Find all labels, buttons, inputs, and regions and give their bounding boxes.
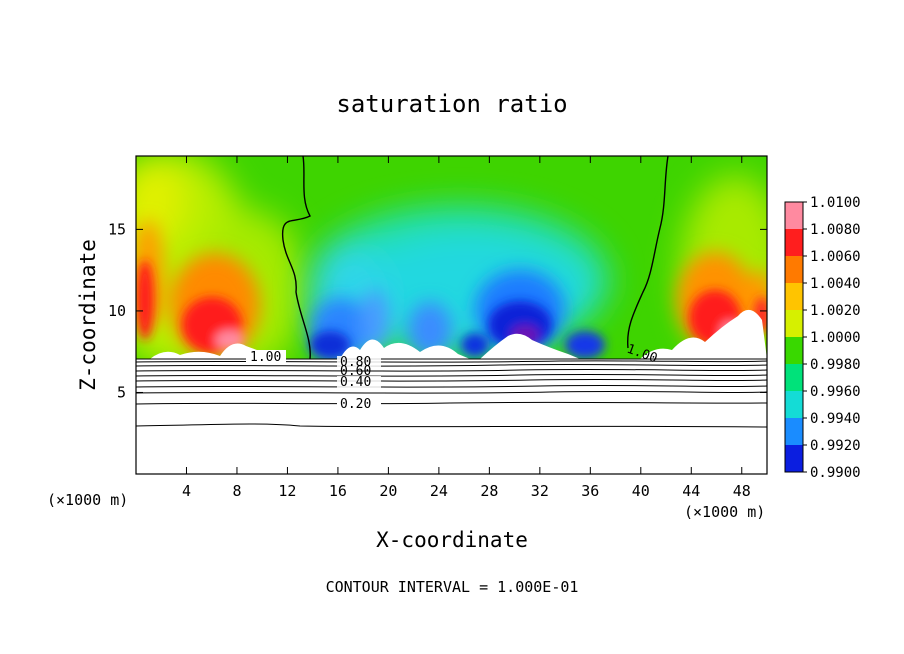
y-axis: 5 10 15 — [108, 220, 767, 401]
x-tick-label: 16 — [329, 482, 347, 500]
colorbar-label: 0.9980 — [810, 357, 861, 373]
y-tick-label: 10 — [108, 302, 126, 320]
colorbar-swatch — [785, 202, 803, 230]
x-unit-right: (×1000 m) — [684, 503, 765, 521]
contour-label: 0.80 — [340, 355, 371, 370]
colorbar-swatch — [785, 445, 803, 473]
x-tick-label: 36 — [581, 482, 599, 500]
red-zone — [136, 260, 767, 353]
contour-line-right — [627, 156, 669, 349]
colorbar-label: 1.0040 — [810, 276, 861, 292]
chart-title: saturation ratio — [336, 90, 567, 118]
colorbar-swatch — [785, 283, 803, 311]
white-pockets — [150, 309, 767, 359]
x-tick-label: 4 — [182, 482, 191, 500]
colorbar-swatch — [785, 364, 803, 392]
colorbar-label: 1.0020 — [810, 303, 861, 319]
lower-contours — [136, 358, 767, 428]
colorbar-swatch — [785, 337, 803, 365]
contour-label: 0.60 — [340, 364, 371, 379]
x-tick-label: 28 — [480, 482, 498, 500]
colorbar-swatch — [785, 229, 803, 257]
x-tick-label: 24 — [430, 482, 448, 500]
x-axis: 4 8 12 16 20 24 28 32 36 40 44 48 — [182, 156, 751, 500]
colorbar-label: 1.0100 — [810, 195, 861, 211]
colorbar: 1.0100 1.0080 1.0060 1.0040 1.0020 1.0000 0.99… — [784, 195, 861, 481]
colorbar-label: 1.0080 — [810, 222, 861, 238]
x-tick-label: 44 — [682, 482, 700, 500]
heatmap-field — [136, 156, 767, 359]
x-unit-left: (×1000 m) — [47, 491, 128, 509]
plot-area: 1.00 0.80 0.60 0.40 0.20 1.00 — [136, 156, 767, 474]
contour-interval-footer: CONTOUR INTERVAL = 1.000E-01 — [326, 578, 579, 596]
colorbar-swatch — [785, 256, 803, 284]
colorbar-swatch — [785, 310, 803, 338]
x-tick-label: 8 — [232, 482, 241, 500]
x-tick-label: 40 — [632, 482, 650, 500]
x-tick-label: 48 — [733, 482, 751, 500]
x-tick-label: 20 — [379, 482, 397, 500]
colorbar-label: 1.0060 — [810, 249, 861, 265]
colorbar-swatch — [785, 391, 803, 419]
colorbar-label: 1.0000 — [810, 330, 861, 346]
colorbar-swatch — [785, 418, 803, 446]
x-tick-label: 32 — [531, 482, 549, 500]
colorbar-label: 0.9920 — [810, 438, 861, 454]
contour-label: 1.00 — [250, 350, 281, 365]
x-tick-label: 12 — [278, 482, 296, 500]
y-axis-label: Z-coordinate — [76, 239, 100, 391]
y-tick-label: 5 — [117, 383, 126, 401]
contour-label: 0.40 — [340, 375, 371, 390]
deep-blue-zone — [310, 301, 605, 359]
contour-label: 0.20 — [340, 397, 371, 412]
colorbar-label: 0.9900 — [810, 465, 861, 481]
y-tick-label: 15 — [108, 220, 126, 238]
colorbar-label: 0.9940 — [810, 411, 861, 427]
x-axis-label: X-coordinate — [376, 528, 528, 552]
colorbar-label: 0.9960 — [810, 384, 861, 400]
contour-line-left — [281, 156, 311, 359]
plot-frame — [135, 155, 768, 475]
